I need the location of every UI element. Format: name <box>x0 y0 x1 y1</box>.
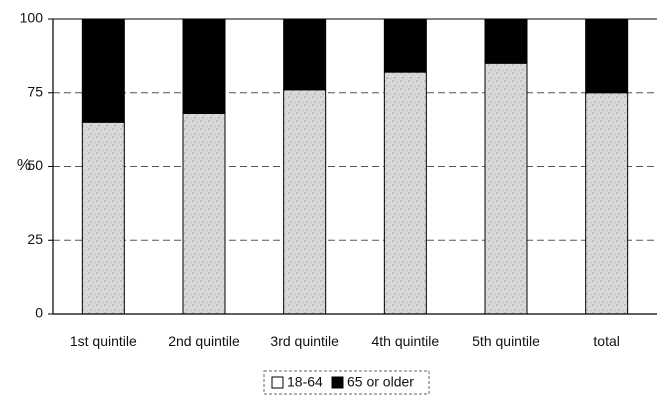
bar-segment-65-or-older <box>81 18 125 123</box>
axis-layer: 0 25 50 75 100 1st quintile 2nd quintile 3rd qu… <box>20 10 657 349</box>
x-tick-label: 3rd quintile <box>270 333 339 349</box>
bar-segment-65-or-older <box>383 18 427 73</box>
legend-swatch <box>271 376 284 389</box>
bar-segment-65-or-older <box>182 18 226 114</box>
y-tick-label: 50 <box>27 157 43 173</box>
legend-label: 65 or older <box>347 374 414 390</box>
y-tick-label: 75 <box>27 83 43 99</box>
bar-segment-18-64 <box>182 112 226 315</box>
y-tick-label: 25 <box>27 231 43 247</box>
x-tick-label: total <box>593 333 619 349</box>
x-tick-label: 5th quintile <box>472 333 540 349</box>
legend: 18-64 65 or older <box>263 370 430 395</box>
bar-segment-18-64 <box>283 89 327 315</box>
x-tick-label: 2nd quintile <box>168 333 240 349</box>
y-tick-label: 100 <box>20 10 44 26</box>
bar-segment-65-or-older <box>585 18 629 94</box>
legend-label: 18-64 <box>287 374 323 390</box>
legend-box <box>263 370 430 395</box>
x-tick-label: 1st quintile <box>70 333 137 349</box>
grid-layer <box>53 18 657 241</box>
y-axis-label: % <box>17 157 31 174</box>
legend-swatch <box>331 376 344 389</box>
bar-segment-18-64 <box>383 71 427 315</box>
y-tick-label: 0 <box>35 305 43 321</box>
bar-segment-18-64 <box>585 92 629 315</box>
x-tick-label: 4th quintile <box>371 333 439 349</box>
bars-layer <box>81 18 629 315</box>
bar-segment-65-or-older <box>283 18 327 91</box>
bar-segment-18-64 <box>484 62 528 315</box>
bar-segment-18-64 <box>81 121 125 315</box>
bar-segment-65-or-older <box>484 18 528 64</box>
